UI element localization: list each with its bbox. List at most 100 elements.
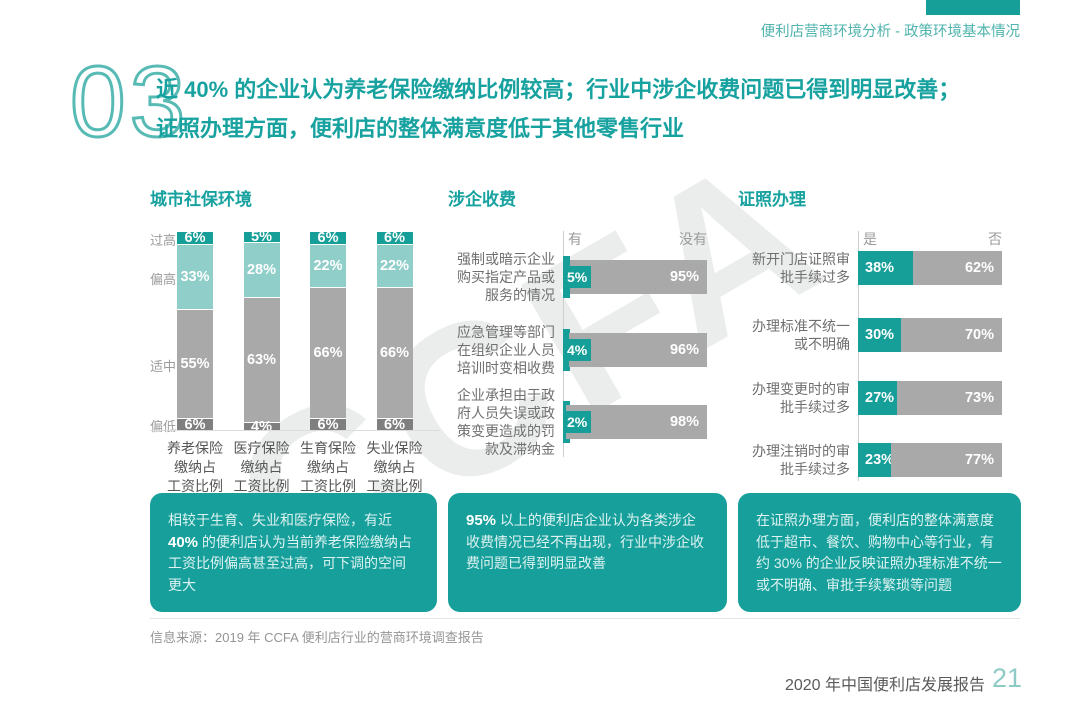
insight-text-highlight: 95% xyxy=(466,512,497,529)
header-accent-bar xyxy=(926,0,1020,15)
chart-title-social-insurance: 城市社保环境 xyxy=(150,190,252,209)
row-label: 办理注销时的审 批手续过多 xyxy=(752,443,850,477)
bar-no-value: 77% xyxy=(964,452,994,468)
stacked-segment-偏低: 6% xyxy=(177,416,213,433)
stacked-segment-偏低: 4% xyxy=(243,419,280,435)
chart-title-enterprise-fees: 涉企收费 xyxy=(448,190,516,209)
footer-report-title: 2020 年中国便利店发展报告 xyxy=(784,677,985,694)
segment-value: 6% xyxy=(384,416,405,433)
stacked-segment-过高: 6% xyxy=(376,230,413,246)
stacked-segment-过高: 6% xyxy=(310,229,346,246)
bar-yes: 23% xyxy=(858,443,894,477)
segment-value: 6% xyxy=(317,229,339,246)
insight-text-segment: 以上的便利店企业认为各类涉企收费情况已经不再出现，行业中涉企收费问题已得到明显改… xyxy=(466,512,704,571)
page-number: 21 xyxy=(991,663,1022,693)
bar-yes: 27% xyxy=(858,381,897,415)
header-title: 便利店营商环境分析 - 政策环境基本情况 xyxy=(760,24,1020,40)
bar-yes-value: 27% xyxy=(865,390,895,406)
insight-text-segment: 的便利店认为当前养老保险缴纳占工资比例偏高甚至过高，可下调的空间更大 xyxy=(168,533,412,593)
segment-value: 4% xyxy=(251,418,272,435)
segment-value: 6% xyxy=(184,229,206,246)
chart-license-handling: 证照办理 是 否新开门店证照审 批手续过多 38% 62% 办理标准不统一 或不明确 30… xyxy=(738,185,1022,497)
stacked-segment-偏高: 33% xyxy=(177,243,213,310)
stacked-segment-偏低: 6% xyxy=(310,416,346,433)
category-label: 失业保险 缴纳占 工资比例 xyxy=(366,440,423,494)
segment-value: 63% xyxy=(246,352,277,369)
row-label: 新开门店证照审 批手续过多 xyxy=(752,251,850,285)
axis-label-适中: 适中 xyxy=(150,358,177,374)
stacked-segment-适中: 66% xyxy=(310,287,346,419)
stacked-segment-适中: 66% xyxy=(376,287,413,419)
bar-yes-value: 2% xyxy=(563,411,592,433)
segment-value: 66% xyxy=(313,345,343,362)
axis-label-过高: 过高 xyxy=(150,232,177,248)
row-label: 办理标准不统一 或不明确 xyxy=(752,318,850,352)
bar-no: 77% xyxy=(891,443,1002,477)
insight-text-segment: 在证照办理方面，便利店的整体满意度低于超市、餐饮、购物中心等行业，有约 30% … xyxy=(756,512,1002,593)
stacked-bar-plot: 6% 33% 55% 6% 养老保险 缴纳占 工资比例 5% 28% 63% 4% 医疗保险 缴纳… xyxy=(150,185,440,497)
stacked-segment-适中: 63% xyxy=(243,297,280,423)
bar-no-value: 96% xyxy=(669,342,699,358)
segment-value: 6% xyxy=(184,416,206,433)
bar-no-value: 70% xyxy=(964,327,994,343)
axis-label-偏低: 偏低 xyxy=(150,419,177,435)
bar-no-value: 95% xyxy=(669,269,699,285)
segment-value: 33% xyxy=(180,269,210,286)
bar-yes: 38% xyxy=(858,251,913,285)
column-header-no: 没有 xyxy=(679,231,707,247)
bar-no: 70% xyxy=(901,318,1002,352)
bar-no-value: 73% xyxy=(964,390,994,406)
bar-no: 73% xyxy=(896,381,1002,415)
axis-line xyxy=(858,231,859,481)
insight-text: 相较于生育、失业和医疗保险，有近 40% 的便利店认为当前养老保险缴纳占工资比例… xyxy=(168,510,419,596)
bar-no: 96% xyxy=(568,333,707,367)
row-label: 办理变更时的审 批手续过多 xyxy=(752,381,850,415)
stacked-segment-过高: 5% xyxy=(243,228,280,245)
segment-value: 22% xyxy=(313,258,343,275)
x-axis-line xyxy=(150,430,440,431)
stacked-segment-偏高: 22% xyxy=(310,243,346,288)
insight-card-social-insurance: 相较于生育、失业和医疗保险，有近 40% 的便利店认为当前养老保险缴纳占工资比例… xyxy=(150,493,437,612)
bar-yes-value: 30% xyxy=(865,327,895,343)
bar-yes-value: 38% xyxy=(865,260,895,276)
bar-yes: 30% xyxy=(858,318,902,352)
stacked-segment-偏高: 28% xyxy=(243,241,280,298)
bar-no-value: 62% xyxy=(964,260,994,276)
column-header-yes: 有 xyxy=(568,231,582,247)
category-label: 医疗保险 缴纳占 工资比例 xyxy=(233,440,290,494)
page-title-line2: 证照办理方面，便利店的整体满意度低于其他零售行业 xyxy=(156,116,685,141)
segment-value: 55% xyxy=(180,356,210,373)
column-header-no: 否 xyxy=(988,231,1002,247)
segment-value: 6% xyxy=(317,416,339,433)
bar-yes-value: 4% xyxy=(563,339,592,361)
row-label: 应急管理等部门 在组织企业人员 培训时变相收费 xyxy=(457,324,555,376)
chart-enterprise-fees: 涉企收费 有 没有 强制或暗示企业 购买指定产品或 服务的情况 95% 5% 应急管理等部… xyxy=(448,185,728,497)
bar-yes-value: 5% xyxy=(563,266,592,288)
bar-no-value: 98% xyxy=(669,414,699,430)
segment-value: 22% xyxy=(379,258,410,275)
axis-label-偏高: 偏高 xyxy=(150,271,177,287)
insight-text: 95% 以上的便利店企业认为各类涉企收费情况已经不再出现，行业中涉企收费问题已得… xyxy=(466,510,709,575)
insight-text-segment: 相较于生育、失业和医疗保险，有近 xyxy=(168,512,392,528)
segment-value: 5% xyxy=(251,228,272,245)
section-number: 03 xyxy=(68,46,190,158)
insight-card-license-handling: 在证照办理方面，便利店的整体满意度低于超市、餐饮、购物中心等行业，有约 30% … xyxy=(738,493,1021,612)
category-label: 养老保险 缴纳占 工资比例 xyxy=(167,440,223,494)
source-note: 信息来源：2019 年 CCFA 便利店行业的营商环境调查报告 xyxy=(150,630,484,645)
category-label: 生育保险 缴纳占 工资比例 xyxy=(300,440,356,494)
row-label: 企业承担由于政 府人员失误或政 策变更造成的罚 款及滞纳金 xyxy=(457,387,555,457)
insight-card-enterprise-fees: 95% 以上的便利店企业认为各类涉企收费情况已经不再出现，行业中涉企收费问题已得… xyxy=(448,493,727,612)
chart-social-insurance: 城市社保环境 6% 33% 55% 6% 养老保险 缴纳占 工资比例 5% 28% 63% 4%… xyxy=(150,185,440,497)
stacked-segment-适中: 55% xyxy=(177,309,213,419)
bar-no: 62% xyxy=(912,251,1002,285)
stacked-segment-过高: 6% xyxy=(177,229,213,246)
insight-text-highlight: 40% xyxy=(168,533,199,551)
insight-text: 在证照办理方面，便利店的整体满意度低于超市、餐饮、购物中心等行业，有约 30% … xyxy=(756,510,1003,596)
page-title-line1: 近 40% 的企业认为养老保险缴纳比例较高；行业中涉企收费问题已得到明显改善； xyxy=(156,77,961,102)
hbar-plot-license: 是 否新开门店证照审 批手续过多 38% 62% 办理标准不统一 或不明确 30% 70% 办… xyxy=(738,185,1022,497)
source-divider xyxy=(150,618,1020,619)
stacked-segment-偏低: 6% xyxy=(376,416,413,433)
page-title: 近 40% 的企业认为养老保险缴纳比例较高；行业中涉企收费问题已得到明显改善； … xyxy=(156,70,1036,148)
segment-value: 28% xyxy=(246,262,277,279)
